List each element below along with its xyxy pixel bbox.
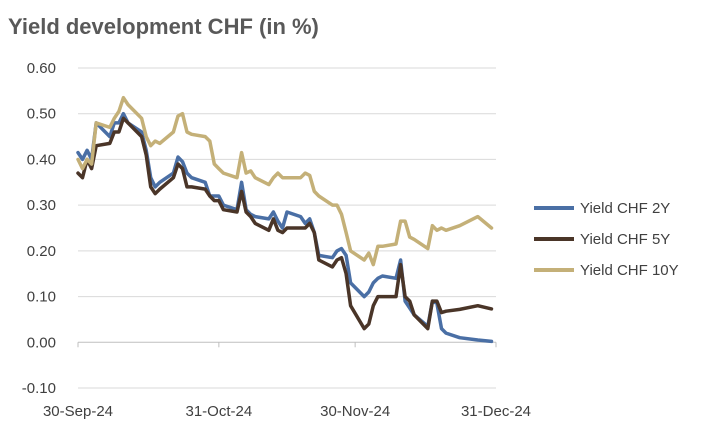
y-tick-label: 0.10 [27,289,56,306]
x-tick-label: 30-Nov-24 [320,403,390,420]
series-lines [76,95,494,344]
series-line-3 [76,95,494,267]
y-tick-label: 0.30 [27,197,56,214]
x-tick-label: 31-Oct-24 [185,403,252,420]
legend-label: Yield CHF 2Y [580,200,670,217]
axes: -0.10 0.00 0.10 0.20 0.30 0.40 0.50 0.60 30-Sep-… [22,60,531,420]
series-line-1 [76,111,494,344]
x-tick-label: 31-Dec-24 [461,403,531,420]
y-tick-label: 0.00 [27,334,56,351]
y-tick-label: 0.20 [27,243,56,260]
x-tick-label: 30-Sep-24 [43,403,113,420]
legend-label: Yield CHF 10Y [580,262,679,279]
gridlines [78,67,496,389]
y-tick-label: 0.60 [27,60,56,77]
y-tick-label: 0.40 [27,151,56,168]
legend: Yield CHF 2Y Yield CHF 5Y Yield CHF 10Y [534,200,679,279]
series-line-2 [76,116,494,331]
y-tick-label: 0.50 [27,106,56,123]
chart-title: Yield development CHF (in %) [8,14,319,39]
y-tick-label: -0.10 [22,380,56,397]
legend-label: Yield CHF 5Y [580,231,670,248]
